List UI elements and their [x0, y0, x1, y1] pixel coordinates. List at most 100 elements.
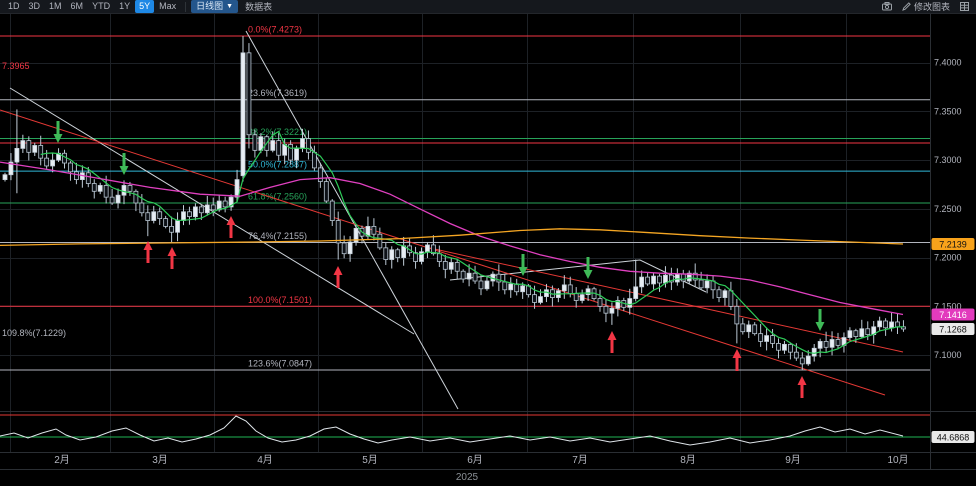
- candle-body: [538, 296, 543, 303]
- candle-body: [389, 249, 395, 260]
- timeframe-button-3D[interactable]: 3D: [25, 0, 45, 13]
- candle-body: [341, 242, 347, 255]
- trendline[interactable]: [429, 247, 904, 353]
- timeframe-button-Max[interactable]: Max: [155, 0, 180, 13]
- candle-body: [204, 204, 210, 214]
- candle-body: [502, 281, 508, 291]
- moving-averages: [0, 130, 904, 354]
- candle-body: [895, 321, 900, 328]
- camera-icon[interactable]: [879, 2, 895, 11]
- candle-body: [258, 136, 264, 151]
- candle-body: [401, 245, 407, 258]
- candle-body: [835, 339, 841, 346]
- candle-body: [722, 290, 728, 298]
- candle-body: [799, 357, 805, 365]
- candle-body: [145, 212, 151, 221]
- candle-body: [139, 202, 145, 214]
- candle-body: [306, 138, 311, 153]
- time-axis-label: 6月: [467, 454, 483, 466]
- candle-body: [853, 330, 859, 337]
- candle-body: [74, 171, 79, 181]
- candle-body: [347, 241, 353, 255]
- timeframe-button-YTD[interactable]: YTD: [88, 0, 114, 13]
- price-axis[interactable]: 7.4000 7.3500 7.3000 7.2500 7.2000 7.1500 7.10…: [930, 14, 975, 470]
- fib-label: 100.0%(7.1501): [248, 295, 312, 305]
- candle-body: [109, 196, 115, 204]
- price-axis-label: 7.3500: [934, 106, 962, 116]
- candle-body: [609, 307, 615, 314]
- candle-body: [627, 298, 633, 308]
- candle-body: [877, 320, 883, 328]
- candle-body: [115, 194, 121, 204]
- sell-signal-arrow-icon: [119, 153, 129, 175]
- candle-body: [669, 274, 674, 283]
- time-axis-label: 8月: [680, 454, 696, 466]
- grid-icon[interactable]: [957, 2, 972, 11]
- candle-body: [8, 161, 14, 176]
- candle-body: [234, 179, 240, 198]
- edit-chart-label: 修改图表: [913, 2, 950, 12]
- timeframe-button-1Y[interactable]: 1Y: [115, 0, 134, 13]
- candle-body: [44, 157, 50, 167]
- indicator-value-badge: [931, 431, 975, 443]
- candle-body: [674, 273, 680, 283]
- candle-body: [187, 211, 192, 218]
- candle-body: [758, 333, 764, 342]
- candle-body: [793, 351, 799, 359]
- candle-body: [436, 253, 442, 262]
- trendline[interactable]: [9, 87, 415, 335]
- candle-body: [847, 330, 853, 338]
- current-price-badge-text: 7.1268: [939, 324, 967, 334]
- timeframe-button-1M[interactable]: 1M: [45, 0, 66, 13]
- candle-body: [85, 172, 91, 184]
- timeframe-button-1D[interactable]: 1D: [4, 0, 24, 13]
- candle-body: [323, 181, 329, 202]
- candle-body: [472, 272, 478, 282]
- buy-signal-arrow-icon: [226, 216, 236, 238]
- chart-type-dropdown[interactable]: 日线图 ▼: [191, 0, 239, 13]
- candle-body: [317, 167, 323, 182]
- price-axis-label: 7.2500: [934, 204, 962, 214]
- data-table-button[interactable]: 数据表: [240, 0, 277, 14]
- candle-body: [496, 273, 502, 283]
- timeframe-button-6M[interactable]: 6M: [67, 0, 88, 13]
- ma-magenta-value-badge: [931, 308, 975, 321]
- left-edge-label: 7.3965: [2, 61, 30, 71]
- candle-body: [276, 140, 282, 156]
- candle-body: [859, 328, 865, 337]
- trendline[interactable]: [245, 30, 459, 410]
- trendlines: [0, 30, 904, 410]
- candle-body: [413, 252, 418, 262]
- year-label: 2025: [456, 472, 479, 483]
- timeframe-button-5Y[interactable]: 5Y: [135, 0, 155, 13]
- candle-body: [50, 159, 55, 167]
- candle-body: [597, 298, 603, 307]
- time-axis-label: 3月: [152, 454, 168, 466]
- candle-body: [817, 341, 823, 349]
- candle-body: [633, 286, 639, 299]
- candle-body: [657, 275, 662, 284]
- trendline[interactable]: [0, 109, 886, 396]
- candle-body: [478, 280, 484, 290]
- candle-body: [448, 262, 454, 270]
- chart-toolbar: 1D 3D 1M 6M YTD 1Y 5Y Max 日线图 ▼ 数据表 修改图表: [0, 0, 976, 14]
- candle-body: [740, 323, 746, 333]
- sell-signal-arrow-icon: [53, 121, 63, 143]
- candle-body: [395, 249, 401, 259]
- candle-body: [103, 185, 109, 198]
- sell-signal-arrow-icon: [518, 254, 528, 276]
- candle-body: [133, 190, 139, 204]
- edit-chart-button[interactable]: 修改图表: [897, 0, 955, 14]
- candle-body: [532, 294, 537, 303]
- buy-signal-arrow-icon: [607, 331, 617, 353]
- fib-label: 0.0%(7.4273): [248, 24, 302, 34]
- ma-magenta-value-badge-text: 7.1416: [939, 310, 967, 320]
- candle-body: [752, 324, 758, 335]
- candle-body: [419, 251, 424, 262]
- time-axis-label: 9月: [785, 454, 801, 466]
- timeframe-group: 1D 3D 1M 6M YTD 1Y 5Y Max: [4, 0, 180, 13]
- time-axis[interactable]: 2月 3月 4月 5月 6月 7月 8月 9月 10月 2025: [54, 454, 908, 483]
- candle-body: [573, 293, 579, 301]
